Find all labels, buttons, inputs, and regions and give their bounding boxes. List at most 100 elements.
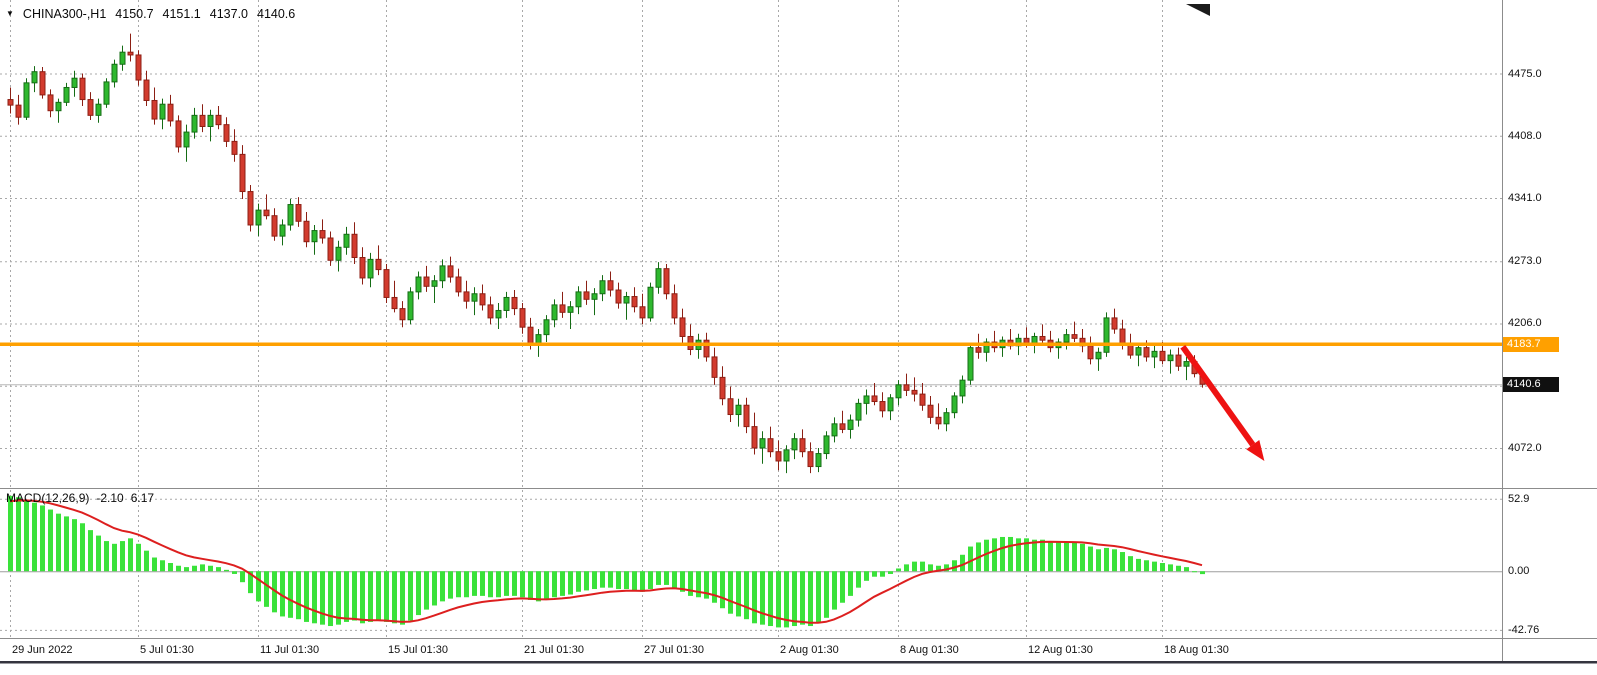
macd-histogram-bar	[544, 571, 549, 600]
macd-histogram-bar	[112, 543, 117, 572]
candle-body	[471, 293, 478, 302]
candle-body	[543, 319, 550, 336]
macd-histogram-bar	[328, 571, 333, 627]
candle-body	[343, 233, 350, 248]
macd-histogram-bar	[848, 571, 853, 596]
macd-histogram-bar	[856, 571, 861, 588]
macd-histogram-bar	[784, 571, 789, 628]
candle-body	[583, 291, 590, 300]
macd-histogram-bar	[472, 571, 477, 596]
macd-histogram-bar	[368, 571, 373, 622]
symbol-period-label: CHINA300-,H1	[22, 7, 107, 21]
candle-body	[455, 276, 462, 293]
macd-histogram-bar	[872, 571, 877, 577]
candle-body	[783, 449, 790, 462]
candle-body	[671, 293, 678, 319]
macd-histogram-bar	[568, 571, 573, 595]
macd-histogram-bar	[584, 571, 589, 591]
candle-body	[439, 265, 446, 282]
candle-body	[423, 276, 430, 287]
ohlc-open-value: 4150.7	[115, 7, 154, 21]
macd-histogram-bar	[736, 571, 741, 617]
candle-body	[431, 280, 438, 287]
macd-histogram-bar	[96, 535, 101, 572]
macd-histogram-bar	[752, 571, 757, 624]
candle-body	[631, 296, 638, 308]
macd-histogram-bar	[424, 571, 429, 610]
macd-histogram-bar	[224, 569, 229, 572]
macd-histogram-bar	[128, 538, 133, 572]
candle-body	[39, 71, 46, 96]
macd-histogram-bar	[1072, 542, 1077, 572]
macd-histogram-bar	[32, 502, 37, 572]
macd-histogram-bar	[640, 571, 645, 592]
candle-body	[727, 398, 734, 416]
candle-body	[239, 153, 246, 193]
macd-histogram-bar	[1128, 556, 1133, 572]
candle-body	[623, 296, 630, 304]
macd-histogram-bar	[1048, 541, 1053, 572]
candle-body	[887, 397, 894, 412]
candle-body	[719, 376, 726, 400]
candle-body	[735, 404, 742, 416]
candle-body	[607, 280, 614, 291]
macd-histogram-bar	[1168, 564, 1173, 572]
macd-histogram-bar	[672, 571, 677, 588]
macd-histogram-bar	[816, 571, 821, 624]
macd-histogram-bar	[624, 571, 629, 590]
candle-body	[263, 209, 270, 217]
macd-histogram-bar	[432, 571, 437, 606]
macd-histogram-bar	[1104, 547, 1109, 572]
macd-histogram-bar	[768, 571, 773, 627]
candle-body	[767, 438, 774, 453]
candle-body	[167, 103, 174, 122]
macd-histogram-bar	[1088, 546, 1093, 572]
candle-body	[103, 81, 110, 105]
candle-body	[775, 451, 782, 462]
macd-histogram-bar	[448, 571, 453, 599]
macd-histogram-bar	[464, 571, 469, 598]
macd-histogram-bar	[296, 571, 301, 620]
candle-body	[871, 395, 878, 403]
macd-histogram-bar	[1024, 538, 1029, 572]
macd-histogram-bar	[1152, 561, 1157, 572]
candle-body	[711, 356, 718, 378]
indicator-label: MACD(12,26,9) -2.10 6.17	[6, 491, 154, 505]
macd-histogram-bar	[176, 565, 181, 572]
candle-body	[1039, 335, 1046, 341]
candle-body	[959, 379, 966, 397]
macd-histogram-bar	[1000, 536, 1005, 572]
macd-histogram-bar	[248, 571, 253, 594]
macd-histogram-bar	[840, 571, 845, 603]
candle-body	[279, 224, 286, 237]
macd-histogram-bar	[280, 571, 285, 617]
candle-body	[383, 269, 390, 298]
chart-header: ▼ CHINA300-,H1 4150.7 4151.1 4137.0 4140…	[6, 7, 295, 21]
candle-body	[407, 291, 414, 321]
macd-histogram-bar	[824, 571, 829, 618]
indicator-name: MACD(12,26,9)	[6, 491, 90, 505]
candle-body	[1095, 351, 1102, 360]
macd-histogram-bar	[208, 565, 213, 572]
candle-body	[815, 453, 822, 468]
macd-histogram-bar	[144, 550, 149, 572]
macd-histogram-bar	[440, 571, 445, 602]
macd-histogram-bar	[704, 571, 709, 599]
candle-body	[151, 99, 158, 120]
macd-histogram-bar	[792, 571, 797, 627]
candle-body	[47, 94, 54, 112]
symbol-dropdown-icon[interactable]: ▼	[6, 8, 14, 18]
macd-histogram-bar	[120, 541, 125, 572]
macd-histogram-bar	[696, 571, 701, 598]
macd-histogram-bar	[1096, 549, 1101, 572]
candle-body	[839, 423, 846, 430]
candle-body	[975, 347, 982, 353]
macd-histogram-bar	[272, 571, 277, 613]
macd-histogram-bar	[1176, 565, 1181, 572]
macd-histogram-bar	[400, 571, 405, 625]
macd-histogram-bar	[136, 543, 141, 572]
candle-body	[591, 293, 598, 300]
